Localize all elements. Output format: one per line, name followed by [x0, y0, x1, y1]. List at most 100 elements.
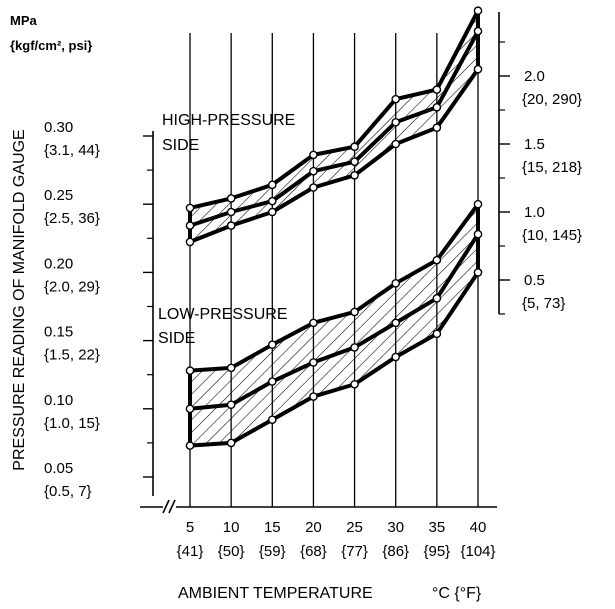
right-tick-sublabel: {10, 145}	[522, 227, 582, 244]
low-pressure-middle-line	[189, 233, 480, 411]
data-point	[391, 352, 401, 362]
high-pressure-middle-line	[189, 30, 480, 228]
x-tick-label: 20	[305, 519, 322, 536]
high-pressure-label: HIGH-PRESSURE	[162, 112, 295, 129]
data-point	[226, 194, 236, 203]
x-tick-label: 5	[186, 519, 194, 536]
right-tick-sublabel: {15, 218}	[522, 159, 582, 176]
left-tick-sublabel: {2.0, 29}	[44, 278, 100, 295]
data-point	[309, 183, 318, 192]
axis-break-icon	[162, 499, 176, 514]
data-point	[226, 363, 236, 373]
x-tick-sublabel: {59}	[259, 543, 286, 560]
left-tick-sublabel: {1.5, 22}	[44, 347, 100, 364]
series-lines	[188, 9, 480, 448]
x-tick-label: 25	[346, 519, 363, 536]
data-point	[391, 94, 401, 104]
data-point	[226, 438, 236, 448]
data-point	[267, 340, 277, 349]
right-tick-label: 1.5	[524, 136, 545, 153]
data-point	[391, 279, 401, 288]
data-point	[391, 318, 401, 328]
high-pressure-label-line2: SIDE	[162, 137, 199, 154]
left-tick-label: 0.30	[44, 119, 73, 136]
series-points	[185, 6, 483, 450]
data-point	[473, 229, 483, 239]
data-point	[267, 377, 277, 386]
data-point	[473, 6, 483, 16]
x-tick-label: 35	[429, 519, 446, 536]
high-pressure-lower-line	[189, 68, 480, 244]
x-tick-label: 10	[223, 519, 240, 536]
x-tick-label: 15	[264, 519, 281, 536]
data-point	[473, 26, 483, 36]
low-pressure-label-line2: SIDE	[158, 330, 195, 347]
low-pressure-upper-line	[189, 203, 480, 373]
data-point	[226, 221, 236, 230]
x-tick-sublabel: {95}	[423, 543, 450, 560]
data-point	[432, 255, 442, 265]
data-point	[473, 268, 483, 277]
data-point	[185, 237, 195, 247]
left-tick-sublabel: {3.1, 44}	[44, 142, 100, 159]
data-point	[473, 64, 483, 74]
data-point	[391, 117, 401, 127]
right-tick-label: 2.0	[524, 68, 545, 85]
x-tick-sublabel: {86}	[382, 543, 409, 560]
data-point	[267, 196, 277, 206]
left-tick-sublabel: {0.5, 7}	[44, 483, 92, 500]
y-axis-title: PRESSURE READING OF MANIFOLD GAUGE	[11, 129, 28, 470]
x-tick-sublabel: {104}	[460, 543, 495, 560]
x-tick-label: 40	[470, 519, 487, 536]
data-point	[350, 142, 359, 152]
high-pressure-band	[190, 10, 478, 242]
data-point	[432, 294, 442, 303]
right-tick-label: 0.5	[524, 272, 545, 289]
left-tick-label: 0.05	[44, 460, 73, 477]
left-tick-label: 0.10	[44, 392, 73, 409]
data-point	[309, 150, 318, 160]
unit-label-sub: {kgf/cm², psi}	[10, 38, 92, 53]
data-point	[185, 366, 195, 375]
data-point	[432, 102, 442, 112]
data-point	[185, 441, 195, 450]
data-point	[267, 415, 277, 425]
data-point	[226, 207, 236, 217]
unit-label: MPa	[10, 13, 38, 28]
x-tick-label: 30	[387, 519, 404, 536]
data-point	[309, 358, 318, 367]
data-point	[309, 166, 318, 176]
right-axis-ticks: 2.0 {20, 290} 1.5 {15, 218} 1.0 {10, 145} 0.5 {…	[499, 41, 582, 315]
left-tick-label: 0.25	[44, 187, 73, 204]
data-point	[185, 203, 195, 213]
data-point	[267, 180, 277, 190]
data-point	[185, 404, 195, 414]
data-point	[309, 392, 318, 401]
x-tick-sublabel: {41}	[177, 543, 204, 560]
data-point	[350, 307, 359, 317]
left-tick-sublabel: {2.5, 36}	[44, 210, 100, 227]
right-tick-sublabel: {5, 73}	[522, 295, 565, 312]
data-point	[185, 221, 195, 230]
x-tick-sublabel: {68}	[300, 543, 327, 560]
x-axis-ticks: 5 {41} 10 {50} 15 {59} 20 {68} 25 {77} 30 {86} 35 {95…	[177, 519, 496, 560]
data-point	[309, 318, 318, 328]
left-tick-label: 0.20	[44, 255, 73, 272]
data-point	[391, 139, 401, 149]
left-tick-label: 0.15	[44, 324, 73, 341]
data-point	[432, 123, 442, 132]
data-point	[350, 170, 359, 180]
data-point	[473, 199, 483, 209]
data-point	[350, 343, 359, 352]
right-tick-sublabel: {20, 290}	[522, 91, 582, 108]
data-point	[432, 329, 442, 339]
data-point	[350, 157, 359, 166]
data-point	[226, 400, 236, 410]
low-pressure-lower-line	[189, 271, 480, 448]
low-pressure-label: LOW-PRESSURE	[158, 306, 288, 323]
x-axis-unit: °C {°F}	[432, 585, 482, 602]
left-axis-ticks: 0.30 {3.1, 44} 0.25 {2.5, 36} 0.20 {2.0, 29} 0…	[44, 119, 153, 500]
high-pressure-upper-line	[189, 9, 480, 210]
axes	[140, 12, 500, 514]
